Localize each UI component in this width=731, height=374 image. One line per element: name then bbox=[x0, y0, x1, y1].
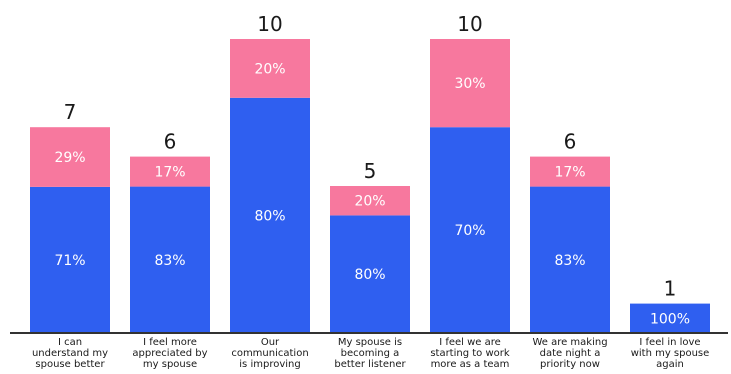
category-label: I feel more appreciated by my spouse bbox=[132, 337, 207, 370]
category-label-line: date night a bbox=[540, 348, 601, 359]
bar-segment-blue-5 bbox=[430, 127, 510, 333]
segment-percent-label: 80% bbox=[354, 267, 385, 283]
bar-segment-pink-1 bbox=[30, 127, 110, 187]
segment-percent-label: 100% bbox=[650, 311, 690, 327]
bar-total-label: 10 bbox=[457, 12, 482, 36]
labels-layer: 71% 29% 7 I can understand my spouse better 83… bbox=[32, 12, 709, 370]
bar-total-label: 1 bbox=[664, 277, 677, 301]
segment-percent-label: 71% bbox=[54, 253, 85, 269]
category-label-line: My spouse is bbox=[338, 337, 402, 348]
segment-percent-label: 17% bbox=[154, 165, 185, 181]
category-label: I can understand my spouse better bbox=[32, 337, 108, 370]
segment-percent-label: 17% bbox=[554, 165, 585, 181]
category-label-line: becoming a bbox=[341, 348, 400, 359]
category-label-line: We are making bbox=[532, 337, 607, 348]
bar-segment-pink-6 bbox=[530, 156, 610, 187]
segment-percent-label: 29% bbox=[54, 150, 85, 166]
bar-total-label: 6 bbox=[164, 130, 177, 154]
category-label-line: my spouse bbox=[143, 359, 197, 370]
bar-segment-pink-2 bbox=[130, 156, 210, 187]
category-label-line: more as a team bbox=[431, 359, 510, 370]
category-label-line: I can bbox=[58, 337, 82, 348]
category-label: My spouse is becoming a better listener bbox=[334, 337, 406, 370]
category-label-line: I feel more bbox=[143, 337, 197, 348]
bar-segment-blue-4 bbox=[330, 215, 410, 333]
segment-percent-label: 80% bbox=[254, 208, 285, 224]
category-label-line: spouse better bbox=[35, 359, 105, 370]
category-label-line: communication bbox=[231, 348, 308, 359]
bar-segment-blue-1 bbox=[30, 186, 110, 333]
bar-segment-blue-7 bbox=[630, 303, 710, 333]
bar-segment-pink-5 bbox=[430, 39, 510, 128]
bar-total-label: 5 bbox=[364, 159, 377, 183]
segment-percent-label: 83% bbox=[154, 253, 185, 269]
segment-percent-label: 20% bbox=[354, 194, 385, 210]
category-label-line: again bbox=[656, 359, 684, 370]
category-label-line: I feel in love bbox=[639, 337, 700, 348]
category-label: I feel we are starting to work more as a t… bbox=[430, 337, 510, 370]
segment-percent-label: 70% bbox=[454, 223, 485, 239]
category-label-line: priority now bbox=[540, 359, 600, 370]
bar-segment-blue-3 bbox=[230, 97, 310, 333]
bars-layer bbox=[30, 39, 710, 333]
category-label: I feel in love with my spouse again bbox=[631, 337, 710, 370]
category-label-line: with my spouse bbox=[631, 348, 710, 359]
category-label-line: appreciated by bbox=[132, 348, 207, 359]
bar-total-label: 6 bbox=[564, 130, 577, 154]
category-label-line: understand my bbox=[32, 348, 108, 359]
segment-percent-label: 20% bbox=[254, 61, 285, 77]
bar-segment-pink-4 bbox=[330, 186, 410, 216]
segment-percent-label: 30% bbox=[454, 76, 485, 92]
bar-segment-pink-3 bbox=[230, 39, 310, 98]
category-label-line: better listener bbox=[334, 359, 406, 370]
category-label: Our communication is improving bbox=[231, 337, 308, 370]
category-label-line: I feel we are bbox=[439, 337, 501, 348]
bar-total-label: 7 bbox=[64, 100, 77, 124]
category-label-line: is improving bbox=[239, 359, 300, 370]
category-label: We are making date night a priority now bbox=[532, 337, 607, 370]
category-label-line: Our bbox=[261, 337, 280, 348]
bar-segment-blue-2 bbox=[130, 186, 210, 333]
bar-total-label: 10 bbox=[257, 12, 282, 36]
segment-percent-label: 83% bbox=[554, 253, 585, 269]
category-label-line: starting to work bbox=[430, 348, 510, 359]
bar-segment-blue-6 bbox=[530, 186, 610, 333]
